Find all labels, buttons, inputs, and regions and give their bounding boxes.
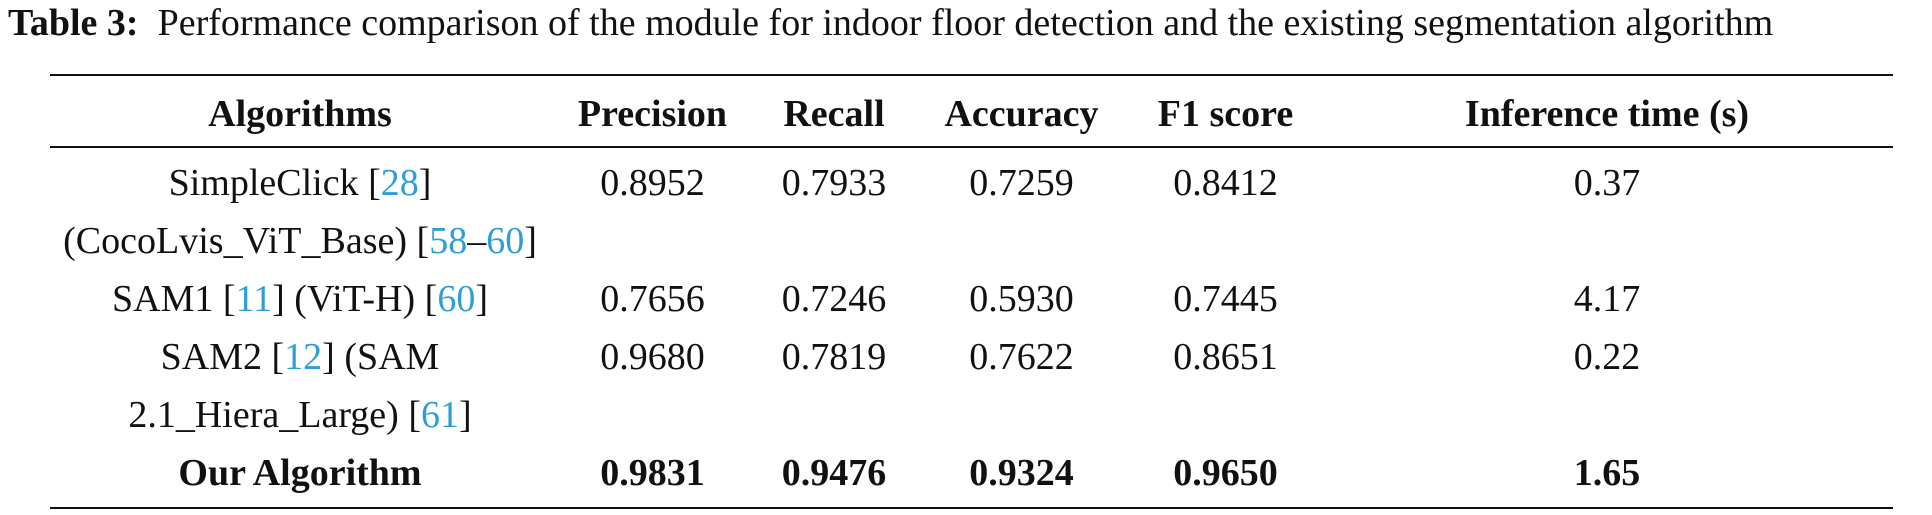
citation-link[interactable]: 58 (429, 220, 468, 262)
citation-link[interactable]: 60 (486, 220, 525, 262)
table-row: SAM2 [12] (SAM 2.1_Hiera_Large) [61] 0.96… (50, 328, 1893, 444)
f1-cell: 0.8651 (1173, 336, 1278, 378)
table-header-rule (50, 146, 1893, 148)
algorithm-name-text: ] (ViT-H) [ (272, 278, 438, 320)
algorithm-name-text: Our Algorithm (178, 452, 422, 494)
algorithm-name-text: ] (458, 394, 472, 436)
caption-text: Performance comparison of the module for… (157, 2, 1774, 44)
algorithm-name-text: ] (SAM (322, 336, 440, 378)
recall-cell: 0.7819 (781, 336, 887, 378)
algorithm-name-line: SAM2 [12] (SAM (50, 328, 550, 386)
algorithm-name-text: (CocoLvis_ViT_Base) [ (63, 220, 430, 262)
header-recall: Recall (783, 93, 885, 135)
citation-link[interactable]: 11 (235, 278, 273, 320)
f1-cell: 0.9650 (1173, 452, 1278, 494)
algorithm-name-text: 2.1_Hiera_Large) [ (128, 394, 421, 436)
citation-link[interactable]: 28 (380, 162, 419, 204)
algorithm-name: SAM1 [11] (ViT-H) [60] (50, 270, 550, 328)
accuracy-cell: 0.7259 (969, 162, 1074, 204)
table-bottom-rule (50, 507, 1893, 509)
algorithm-name-text: ] (475, 278, 488, 320)
inference-time-cell: 0.22 (1573, 336, 1641, 378)
citation-link[interactable]: 61 (420, 394, 459, 436)
table-caption: Table 3: Performance comparison of the m… (8, 0, 1773, 46)
header-accuracy: Accuracy (944, 93, 1099, 135)
algorithm-name: SimpleClick [28] (CocoLvis_ViT_Base) [58–… (50, 152, 550, 270)
precision-cell: 0.8952 (600, 162, 705, 204)
table-row: SAM1 [11] (ViT-H) [60] 0.7656 0.7246 0.5… (50, 270, 1893, 328)
algorithm-name-text: ] (418, 162, 432, 204)
accuracy-cell: 0.7622 (969, 336, 1074, 378)
inference-time-cell: 0.37 (1573, 162, 1641, 204)
header-f1-score: F1 score (1157, 93, 1294, 135)
recall-cell: 0.7246 (781, 278, 887, 320)
accuracy-cell: 0.9324 (969, 452, 1074, 494)
algorithm-name-text: SAM2 [ (160, 336, 285, 378)
table-top-rule (50, 74, 1893, 76)
algorithm-name: SAM2 [12] (SAM 2.1_Hiera_Large) [61] (50, 328, 550, 444)
f1-cell: 0.7445 (1173, 278, 1278, 320)
algorithm-name-text: SAM1 [ (112, 278, 236, 320)
precision-cell: 0.9680 (600, 336, 705, 378)
algorithm-name-line: (CocoLvis_ViT_Base) [58–60] (50, 212, 550, 270)
results-table: Algorithms Precision Recall Accuracy F1 … (50, 76, 1893, 502)
table-row: Our Algorithm 0.9831 0.9476 0.9324 0.965… (50, 444, 1893, 502)
header-row: Algorithms Precision Recall Accuracy F1 … (50, 76, 1893, 152)
table-row: SimpleClick [28] (CocoLvis_ViT_Base) [58–… (50, 152, 1893, 270)
recall-cell: 0.7933 (781, 162, 887, 204)
citation-link[interactable]: 60 (437, 278, 476, 320)
accuracy-cell: 0.5930 (969, 278, 1074, 320)
algorithm-name-line: 2.1_Hiera_Large) [61] (50, 386, 550, 444)
caption-label: Table 3: (8, 2, 139, 44)
algorithm-name-text: SimpleClick [ (168, 162, 381, 204)
inference-time-cell: 4.17 (1573, 278, 1641, 320)
citation-link[interactable]: 12 (284, 336, 323, 378)
inference-time-cell: 1.65 (1573, 452, 1641, 494)
f1-cell: 0.8412 (1173, 162, 1278, 204)
header-algorithms: Algorithms (208, 93, 392, 135)
algorithm-name-line: SimpleClick [28] (50, 154, 550, 212)
algorithm-name-text: – (467, 220, 487, 262)
header-inference-time: Inference time (s) (1464, 93, 1750, 135)
precision-cell: 0.9831 (600, 452, 705, 494)
precision-cell: 0.7656 (600, 278, 705, 320)
recall-cell: 0.9476 (781, 452, 887, 494)
algorithm-name-text: ] (524, 220, 537, 262)
algorithm-name-line: Our Algorithm (50, 444, 550, 502)
header-precision: Precision (577, 93, 728, 135)
algorithm-name: Our Algorithm (50, 444, 550, 502)
algorithm-name-line: SAM1 [11] (ViT-H) [60] (50, 270, 550, 328)
